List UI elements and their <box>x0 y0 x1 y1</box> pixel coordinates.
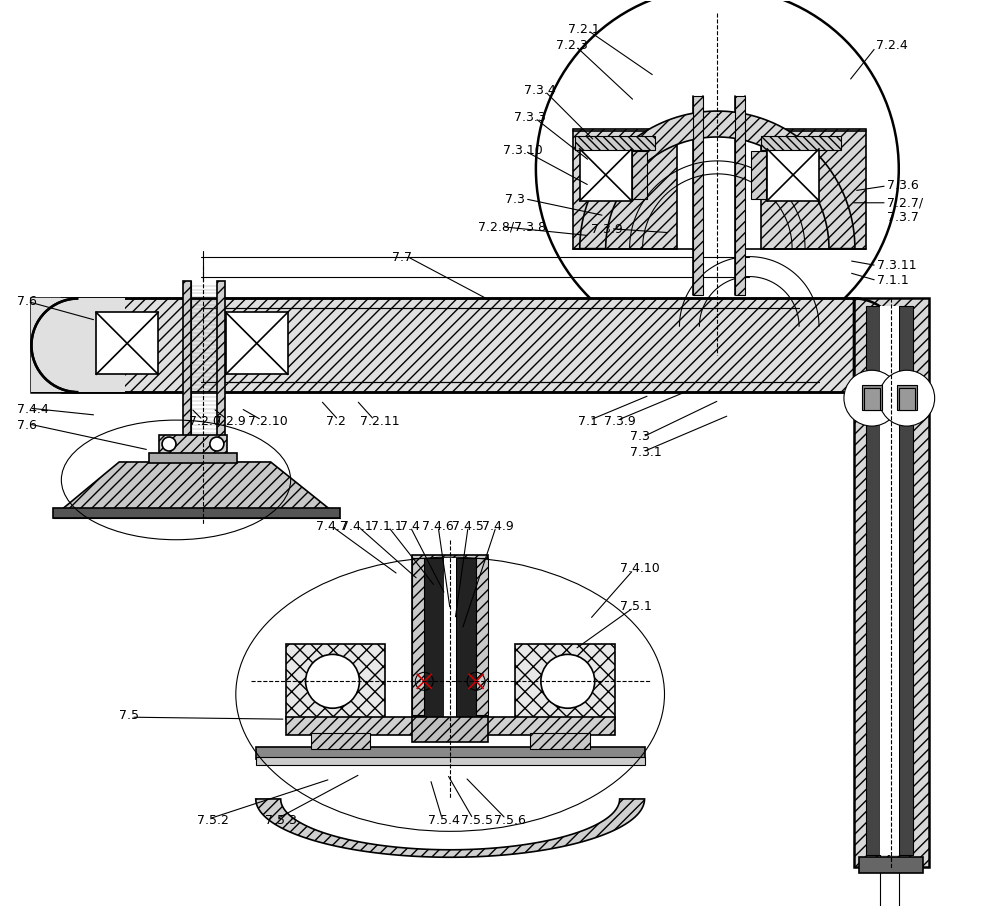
Bar <box>412 558 424 716</box>
Text: 7.4.1: 7.4.1 <box>341 520 373 532</box>
Bar <box>530 733 590 749</box>
Text: 7.5: 7.5 <box>119 709 139 722</box>
Text: 7.3: 7.3 <box>630 430 649 444</box>
Bar <box>226 312 288 375</box>
Text: 7.3.6: 7.3.6 <box>887 179 919 192</box>
Circle shape <box>210 437 224 451</box>
Bar <box>256 757 645 765</box>
Text: 7.2.3: 7.2.3 <box>556 39 588 53</box>
Text: 7.2.0: 7.2.0 <box>189 415 221 428</box>
Text: 7.3.1: 7.3.1 <box>630 446 661 459</box>
Text: 7.4.10: 7.4.10 <box>620 561 659 575</box>
Bar <box>444 558 456 727</box>
Text: 7.3: 7.3 <box>505 193 525 206</box>
Bar <box>575 136 655 150</box>
Bar <box>424 558 444 717</box>
Bar <box>311 733 370 749</box>
Circle shape <box>306 654 359 708</box>
Text: 7.6: 7.6 <box>17 419 37 432</box>
Circle shape <box>879 370 935 426</box>
Bar <box>632 151 647 199</box>
Text: 7.2.10: 7.2.10 <box>248 415 288 428</box>
Bar <box>880 307 899 854</box>
Text: 7.1.1: 7.1.1 <box>371 520 403 532</box>
Text: 7.4.4: 7.4.4 <box>17 403 49 416</box>
Bar <box>761 136 841 150</box>
Text: 7.3.9: 7.3.9 <box>591 223 622 236</box>
Bar <box>767 149 819 200</box>
Polygon shape <box>580 111 855 249</box>
Circle shape <box>844 370 900 426</box>
Polygon shape <box>61 462 331 510</box>
Text: 7.7: 7.7 <box>392 250 412 264</box>
Circle shape <box>162 437 176 451</box>
Bar <box>159 435 227 455</box>
Bar <box>761 129 866 249</box>
Bar <box>580 149 632 200</box>
Text: 7.5.1: 7.5.1 <box>620 600 652 612</box>
Bar <box>735 96 745 296</box>
Text: 7.4: 7.4 <box>400 520 420 532</box>
Text: 7.4.9: 7.4.9 <box>482 520 514 532</box>
Circle shape <box>536 0 899 350</box>
Bar <box>31 298 854 392</box>
Bar <box>866 307 880 854</box>
Text: 7.3.11: 7.3.11 <box>877 258 916 271</box>
Text: 7.3.10: 7.3.10 <box>503 144 543 157</box>
Text: 7.2.11: 7.2.11 <box>360 415 400 428</box>
Polygon shape <box>854 298 903 392</box>
Bar <box>53 508 340 518</box>
Text: 7.1: 7.1 <box>578 415 598 428</box>
Text: 7.5.2: 7.5.2 <box>197 814 229 827</box>
Bar <box>573 129 677 249</box>
Bar <box>256 747 645 759</box>
Text: 7.5.3: 7.5.3 <box>265 814 297 827</box>
Text: 7.5.6: 7.5.6 <box>494 814 526 827</box>
Bar <box>149 453 237 463</box>
Text: 7.4.6: 7.4.6 <box>422 520 454 532</box>
Bar <box>412 555 488 719</box>
Bar <box>751 151 766 199</box>
Bar <box>217 280 225 455</box>
Bar <box>286 644 385 719</box>
Text: 7.6: 7.6 <box>17 296 37 308</box>
Text: 7.2.9: 7.2.9 <box>214 415 246 428</box>
Polygon shape <box>256 799 645 857</box>
Text: 7.4.5: 7.4.5 <box>452 520 484 532</box>
Bar <box>854 298 929 867</box>
Text: 7.3.7: 7.3.7 <box>887 210 919 224</box>
Text: 7.3.9: 7.3.9 <box>604 415 635 428</box>
Text: 7.4.7: 7.4.7 <box>316 520 347 532</box>
Text: 7.2.7/: 7.2.7/ <box>887 197 923 210</box>
Bar <box>96 312 158 375</box>
Bar <box>476 558 488 716</box>
Text: 7.5.5: 7.5.5 <box>461 814 493 827</box>
Text: 7.3.3: 7.3.3 <box>514 111 546 124</box>
Bar <box>859 857 923 873</box>
Bar <box>31 298 125 392</box>
Bar <box>899 388 915 410</box>
Bar <box>515 644 615 719</box>
Circle shape <box>541 654 595 708</box>
Text: 7.5.4: 7.5.4 <box>428 814 460 827</box>
Bar <box>412 717 488 742</box>
Text: 7.3.4: 7.3.4 <box>524 84 556 97</box>
Text: 7.2: 7.2 <box>326 415 345 428</box>
Text: 7.2.4: 7.2.4 <box>876 39 908 53</box>
Bar <box>897 385 917 410</box>
Text: 7.2.1: 7.2.1 <box>568 24 600 36</box>
Bar <box>862 385 882 410</box>
Bar <box>456 558 476 717</box>
Bar <box>286 717 615 736</box>
Bar <box>899 307 913 854</box>
Polygon shape <box>854 298 901 392</box>
Text: 7.2.8/7.3.8: 7.2.8/7.3.8 <box>478 220 546 234</box>
Bar <box>183 280 191 455</box>
Text: 7.1.1: 7.1.1 <box>877 274 909 287</box>
Bar <box>864 388 880 410</box>
Bar <box>693 96 703 296</box>
FancyBboxPatch shape <box>201 309 759 381</box>
